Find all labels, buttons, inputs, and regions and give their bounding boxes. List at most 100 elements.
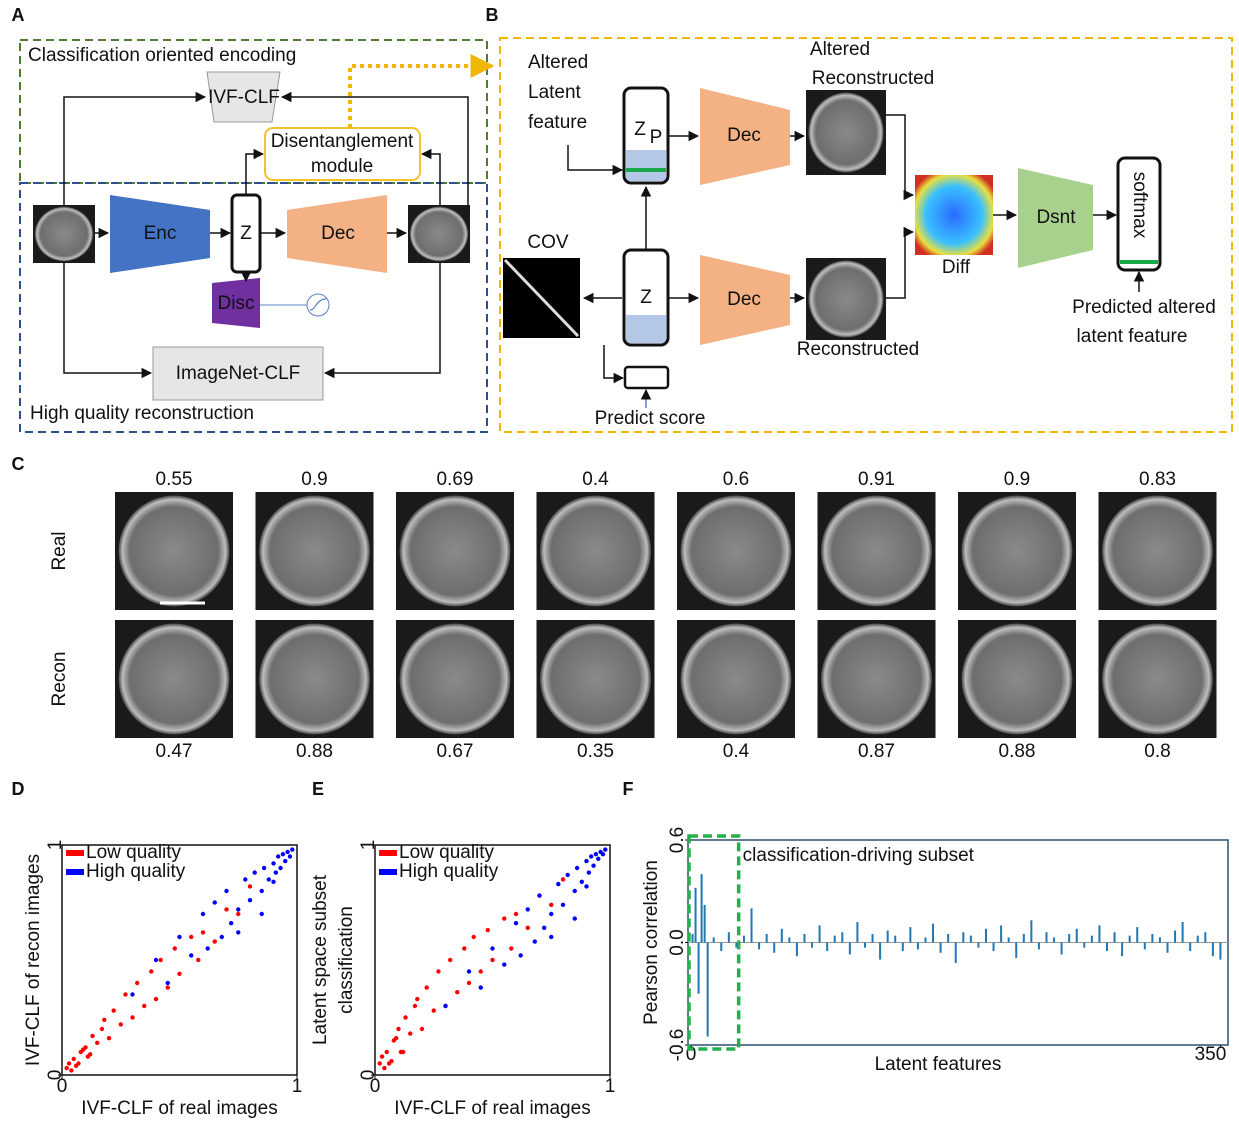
scatter-point <box>462 946 466 950</box>
scatter-point <box>561 903 565 907</box>
legend-swatch <box>66 850 84 856</box>
scatter-point <box>119 1022 123 1026</box>
scatter-point <box>81 1048 85 1052</box>
scatter-point <box>584 859 588 863</box>
scatter-point <box>196 958 200 962</box>
bar <box>826 943 828 952</box>
scatter-point <box>142 1004 146 1008</box>
bar <box>970 936 972 943</box>
scatter-point <box>213 900 217 904</box>
bar <box>894 936 896 943</box>
bar <box>909 927 911 942</box>
scatter-point <box>243 877 247 881</box>
label: Diff <box>942 257 971 278</box>
bar <box>728 932 730 942</box>
bar <box>803 934 805 943</box>
bar <box>834 936 836 943</box>
bar <box>751 908 753 942</box>
scatter-point <box>173 946 177 950</box>
scatter-point <box>290 847 294 851</box>
block-label: Dec <box>321 223 355 244</box>
scatter-point <box>159 958 163 962</box>
bar <box>1098 925 1100 942</box>
embryo-image <box>1102 496 1213 607</box>
block-label: Dec <box>727 125 761 146</box>
scatter-point <box>490 946 494 950</box>
bar <box>924 937 926 942</box>
scatter-point <box>432 1008 436 1012</box>
label: Predicted altered <box>1072 297 1216 318</box>
scatter-point <box>236 907 240 911</box>
bar <box>1159 937 1161 942</box>
scatter-point <box>236 912 240 916</box>
scatter-point <box>566 873 570 877</box>
label: feature <box>528 112 587 133</box>
bar <box>743 936 745 943</box>
bar <box>1151 934 1153 943</box>
embryo-image <box>400 496 511 607</box>
score-label: 0.69 <box>437 469 474 490</box>
y-tick-label: 1 <box>45 840 66 851</box>
y-axis-title: Pearson correlation <box>641 860 662 1025</box>
connector <box>422 154 440 205</box>
bar <box>1197 936 1199 943</box>
embryo-image <box>1102 624 1213 735</box>
scatter-point <box>283 859 287 863</box>
scatter-point <box>224 907 228 911</box>
y-axis-title: Latent space subset <box>310 874 331 1045</box>
bar <box>781 929 783 943</box>
connector <box>64 97 205 205</box>
block-label: module <box>311 156 373 177</box>
bar <box>1129 936 1131 943</box>
score-label: 0.87 <box>858 741 895 762</box>
scatter-point <box>594 852 598 856</box>
scatter-point <box>526 907 530 911</box>
score-box <box>625 367 668 388</box>
scatter-point <box>533 939 537 943</box>
scatter-point <box>278 866 282 870</box>
legend-swatch <box>379 869 397 875</box>
bar <box>1008 937 1010 942</box>
scatter-point <box>213 939 217 943</box>
scatter-point <box>573 889 577 893</box>
bar <box>1023 934 1025 943</box>
scatter-point <box>403 1015 407 1019</box>
row-label: Real <box>49 531 70 570</box>
score-label: 0.9 <box>301 469 327 490</box>
scatter-point <box>385 1050 389 1054</box>
bar <box>977 943 979 948</box>
bar <box>864 943 866 948</box>
label: Altered <box>528 52 588 73</box>
scatter-point <box>549 935 553 939</box>
bar <box>1106 943 1108 952</box>
bar <box>1182 922 1184 943</box>
x-tick-label: 350 <box>1195 1044 1227 1065</box>
scatter-point <box>206 946 210 950</box>
scatter-point <box>100 1027 104 1031</box>
scatter-point <box>229 921 233 925</box>
bar <box>849 943 851 955</box>
score-label: 0.83 <box>1139 469 1176 490</box>
score-label: 0.55 <box>156 469 193 490</box>
score-label: 0.47 <box>156 741 193 762</box>
scatter-point <box>601 852 605 856</box>
bar <box>1045 932 1047 942</box>
score-label: 0.9 <box>1004 469 1030 490</box>
latent-block-fill <box>626 150 666 181</box>
embryo-image <box>808 260 883 337</box>
scatter-point <box>130 992 134 996</box>
bar <box>698 943 700 994</box>
panel-label: E <box>312 779 324 799</box>
bar <box>707 943 709 1037</box>
scatter-point <box>589 854 593 858</box>
scatter-point <box>86 1054 90 1058</box>
scatter-point <box>542 926 546 930</box>
scatter-point <box>502 916 506 920</box>
scatter-point <box>154 958 158 962</box>
scatter-point <box>90 1034 94 1038</box>
scatter-point <box>69 1068 73 1072</box>
scatter-point <box>236 930 240 934</box>
scatter-point <box>271 861 275 865</box>
panel-label: C <box>12 454 25 474</box>
panel-label: A <box>12 5 25 25</box>
